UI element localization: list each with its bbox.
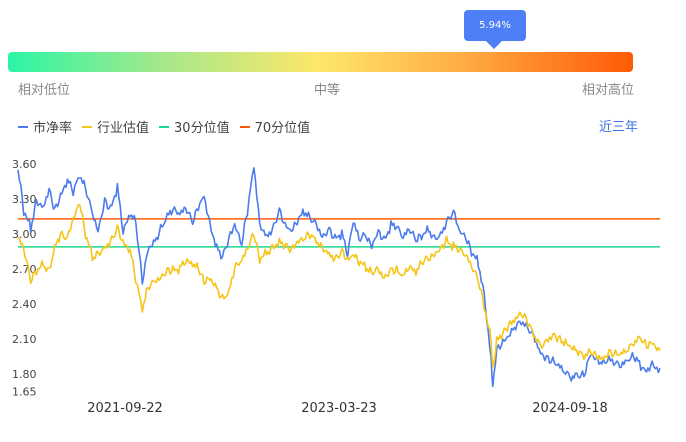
legend-swatch-pb — [18, 125, 28, 128]
y-tick-label: 1.65 — [12, 386, 37, 399]
scale-label-mid: 中等 — [314, 83, 341, 98]
percentile-tooltip-pointer — [486, 41, 502, 49]
legend-item-pb[interactable]: 市净率 — [18, 117, 72, 136]
y-tick-label: 3.60 — [12, 158, 37, 171]
legend-label-p30: 30分位值 — [174, 121, 230, 136]
valuation-line-chart: 3.60 3.30 3.00 2.70 2.40 2.10 1.80 1.65 2021-09… — [12, 158, 661, 416]
y-tick-label: 3.30 — [12, 193, 37, 206]
series-lines — [17, 167, 661, 388]
scale-label-high: 相对高位 — [582, 83, 635, 98]
legend-swatch-p70 — [239, 125, 250, 128]
y-tick-label: 1.80 — [12, 368, 37, 381]
x-tick-label: 2021-09-22 — [87, 401, 163, 416]
y-tick-label: 2.10 — [12, 333, 37, 346]
series-line — [17, 204, 661, 368]
percentile-tooltip: 5.94% — [464, 10, 526, 41]
x-axis-ticks: 2021-09-22 2023-03-23 2024-09-18 — [87, 401, 608, 416]
y-tick-label: 2.40 — [12, 298, 37, 311]
scale-label-low: 相对低位 — [18, 83, 71, 98]
legend-swatch-p30 — [159, 125, 170, 128]
legend-label-industry: 行业估值 — [97, 121, 150, 136]
legend-item-p30[interactable]: 30分位值 — [159, 117, 230, 136]
range-three-years-button[interactable]: 近三年 — [599, 120, 639, 135]
percentile-tooltip-value: 5.94% — [479, 20, 511, 31]
legend-label-p70: 70分位值 — [254, 121, 311, 136]
legend-item-industry[interactable]: 行业估值 — [82, 117, 149, 136]
x-tick-label: 2024-09-18 — [532, 401, 608, 416]
legend-item-p70[interactable]: 70分位值 — [239, 117, 311, 136]
legend-swatch-industry — [82, 125, 93, 128]
reference-lines — [18, 218, 660, 248]
chart-legend: 市净率 行业估值 30分位值 70分位值 — [18, 117, 320, 136]
y-tick-label: 3.00 — [12, 228, 37, 241]
y-tick-label: 2.70 — [12, 263, 37, 276]
series-line — [17, 167, 661, 388]
legend-label-pb: 市净率 — [33, 121, 73, 136]
valuation-gradient-bar — [8, 52, 633, 72]
x-tick-label: 2023-03-23 — [301, 401, 377, 416]
